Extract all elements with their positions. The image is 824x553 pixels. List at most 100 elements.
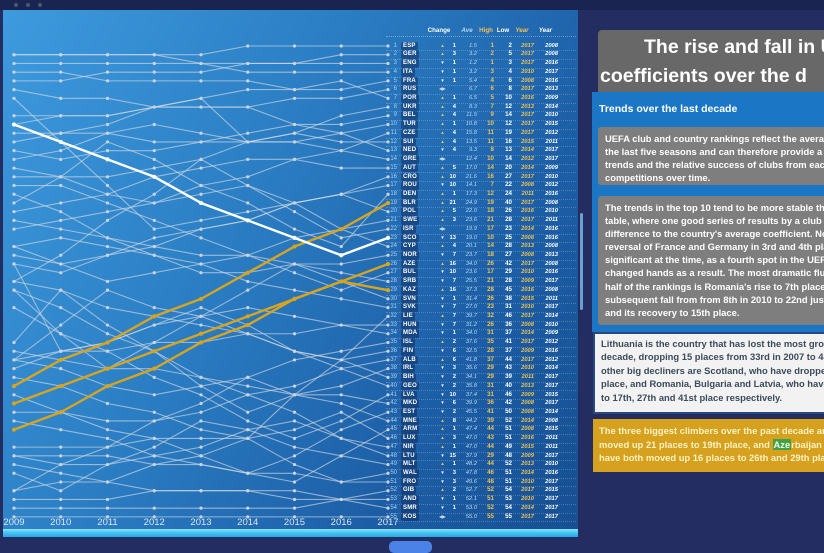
rank-node-SRB xyxy=(246,253,250,257)
high-rank: 7 xyxy=(490,102,494,110)
change-value: 7 xyxy=(452,313,456,320)
average-rank: 37.9 xyxy=(465,452,477,459)
arrow-up-icon: ▲ xyxy=(440,313,445,319)
rank-node-ISR xyxy=(152,201,156,205)
country-code-label: IRL xyxy=(401,364,416,374)
low-year: 2012 xyxy=(545,356,558,363)
average-rank: 52.1 xyxy=(465,496,477,503)
table-row: 33 HUN ▼ 7 31.2 26 36 2008 2010 xyxy=(386,320,576,331)
change-value: 1 xyxy=(452,42,456,49)
high-year: 2016 xyxy=(521,95,534,102)
high-rank: 18 xyxy=(487,207,494,215)
rank-node-FRO xyxy=(339,480,343,484)
rank-node-ISL xyxy=(339,349,343,353)
rank-node-DEN xyxy=(105,140,110,144)
rank-node-FRA xyxy=(59,70,63,74)
low-year: 2008 xyxy=(545,417,558,424)
rank-node-KOS xyxy=(339,515,343,519)
text-line: and its recovery to 15th place. xyxy=(605,306,740,318)
rank-node-ROU xyxy=(246,210,250,214)
arrow-up-icon: ▲ xyxy=(440,443,445,449)
high-year: 2017 xyxy=(521,173,534,180)
average-rank: 6.5 xyxy=(468,95,477,102)
rank-node-ISL xyxy=(292,358,297,362)
low-year: 2012 xyxy=(545,182,558,189)
average-rank: 34.0 xyxy=(465,330,477,337)
country-code-label: NIR xyxy=(401,442,416,452)
change-value xyxy=(446,85,456,94)
country-code-label: GRE xyxy=(401,155,419,164)
change-value: 16 xyxy=(449,286,456,293)
table-row: 44 MNE ▲ 8 44.2 39 52 2014 2008 xyxy=(386,416,576,427)
rank-number: 38 xyxy=(390,365,397,372)
country-code-label: AZE xyxy=(401,259,418,269)
rank-node-CRO xyxy=(386,175,390,179)
rank-node-HUN xyxy=(386,323,390,327)
rank-node-LTU xyxy=(386,454,390,458)
rank-node-BIH xyxy=(246,332,250,336)
change-value: 10 xyxy=(449,269,456,276)
rank-node-AUT xyxy=(12,210,16,214)
rank-node-UKR xyxy=(105,122,110,127)
table-row: 9 BEL ▲ 4 11.5 9 14 2017 2010 xyxy=(386,111,576,122)
low-year: 2017 xyxy=(545,382,558,389)
rank-number: 28 xyxy=(390,278,397,285)
table-row: 10 TUR ▲ 1 10.8 10 12 2017 2015 xyxy=(386,120,576,130)
low-year: 2017 xyxy=(545,452,558,459)
rank-node-NED xyxy=(386,149,390,153)
rank-node-ROU xyxy=(199,218,203,222)
rank-node-ENG xyxy=(152,53,156,57)
player-progress-chip[interactable] xyxy=(389,541,432,553)
change-value: 10 xyxy=(449,182,456,189)
rank-node-TUR xyxy=(59,131,63,135)
low-rank: 51 xyxy=(505,468,512,476)
rank-node-ENG xyxy=(105,53,110,57)
high-year: 2010 xyxy=(521,478,534,485)
rank-node-MNE xyxy=(292,393,297,397)
rank-node-ITA xyxy=(386,70,390,74)
low-year: 2010 xyxy=(545,321,558,328)
average-rank: 22.0 xyxy=(465,208,477,215)
rank-node-GEO xyxy=(339,367,343,371)
average-rank: 47.8 xyxy=(465,469,477,476)
change-value: 3 xyxy=(452,217,456,224)
arrow-down-icon: ▼ xyxy=(440,321,445,327)
high-year: 2009 xyxy=(521,452,534,459)
arrow-up-icon: ▲ xyxy=(440,112,445,118)
rank-number: 15 xyxy=(390,164,397,171)
rank-node-AUT xyxy=(386,166,390,170)
country-code-label: SMR xyxy=(401,503,419,513)
rank-node-GEO xyxy=(386,384,390,388)
arrow-down-icon: ▼ xyxy=(440,295,445,301)
rank-node-DEN xyxy=(12,201,16,205)
rank-node-LVA xyxy=(339,419,343,423)
text-line: trends and the relative success of clubs… xyxy=(605,159,824,171)
change-value: 3 xyxy=(452,469,456,476)
table-row: 28 SRB ▼ 7 25.5 21 28 2009 2017 xyxy=(386,277,576,287)
rank-node-SRB xyxy=(152,244,156,249)
rank-number: 29 xyxy=(390,286,397,293)
high-year: 2009 xyxy=(521,391,534,398)
callout-box-climbers: The three biggest climbers over the past… xyxy=(593,419,824,472)
rank-node-GER xyxy=(199,70,203,74)
scrollbar-thumb[interactable] xyxy=(580,213,583,310)
low-year: 2015 xyxy=(545,487,558,494)
country-code-label: FRA xyxy=(401,76,418,86)
rank-line-FIN xyxy=(13,280,389,361)
low-year: 2017 xyxy=(545,496,558,503)
low-rank: 23 xyxy=(505,224,512,232)
rank-node-SMR xyxy=(339,497,343,502)
low-year: 2015 xyxy=(545,391,558,398)
window-dot-icon xyxy=(38,3,42,7)
average-rank: 14.1 xyxy=(465,182,477,189)
rank-node-DEN xyxy=(386,192,390,196)
arrow-down-icon: ▼ xyxy=(440,77,445,83)
change-value: 3 xyxy=(452,51,456,58)
rank-node-SUI xyxy=(105,175,110,179)
high-rank: 46 xyxy=(487,468,494,476)
rank-node-BUL xyxy=(12,183,16,188)
rank-node-ITA xyxy=(59,61,63,66)
high-rank: 17 xyxy=(487,268,494,276)
rank-number: 21 xyxy=(390,217,397,224)
rank-node-KOS xyxy=(152,515,156,519)
